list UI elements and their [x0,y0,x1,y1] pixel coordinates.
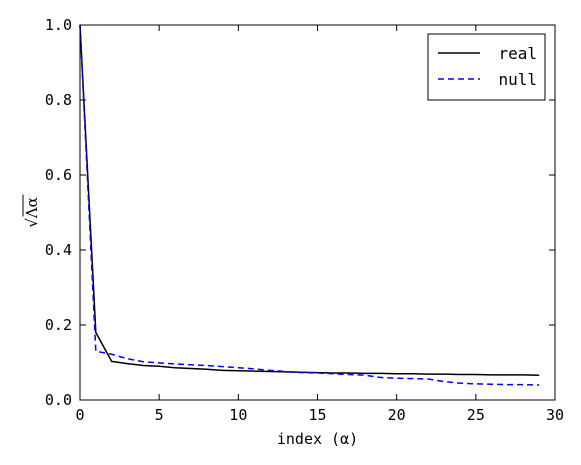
y-tick-label: 0.8 [45,91,72,109]
legend: real null [427,33,546,101]
legend-label-real: real [498,44,537,63]
x-tick-label: 10 [229,406,247,424]
x-tick-label: 5 [155,406,164,424]
series-layer [79,24,540,386]
y-tick-label: 0.6 [45,166,72,184]
series-line-null [79,24,540,386]
legend-box [427,33,546,101]
y-tick-label: 0.0 [45,391,72,409]
x-axis-label: index (α) [277,430,358,448]
y-axis-label-text: √Λα [23,197,41,228]
x-tick-label: 0 [75,406,84,424]
y-tick-label: 0.2 [45,316,72,334]
x-tick-label: 30 [546,406,564,424]
legend-label-null: null [498,70,537,89]
x-tick-label: 15 [308,406,326,424]
y-tick-label: 0.4 [45,241,72,259]
ticks-layer: 0 5 10 15 20 25 30 0.0 0.2 0.4 0.6 0.8 1.0 [45,16,564,424]
y-axis-label: √Λα [22,194,41,228]
y-tick-label: 1.0 [45,16,72,34]
x-tick-label: 20 [388,406,406,424]
x-tick-label: 25 [467,406,485,424]
